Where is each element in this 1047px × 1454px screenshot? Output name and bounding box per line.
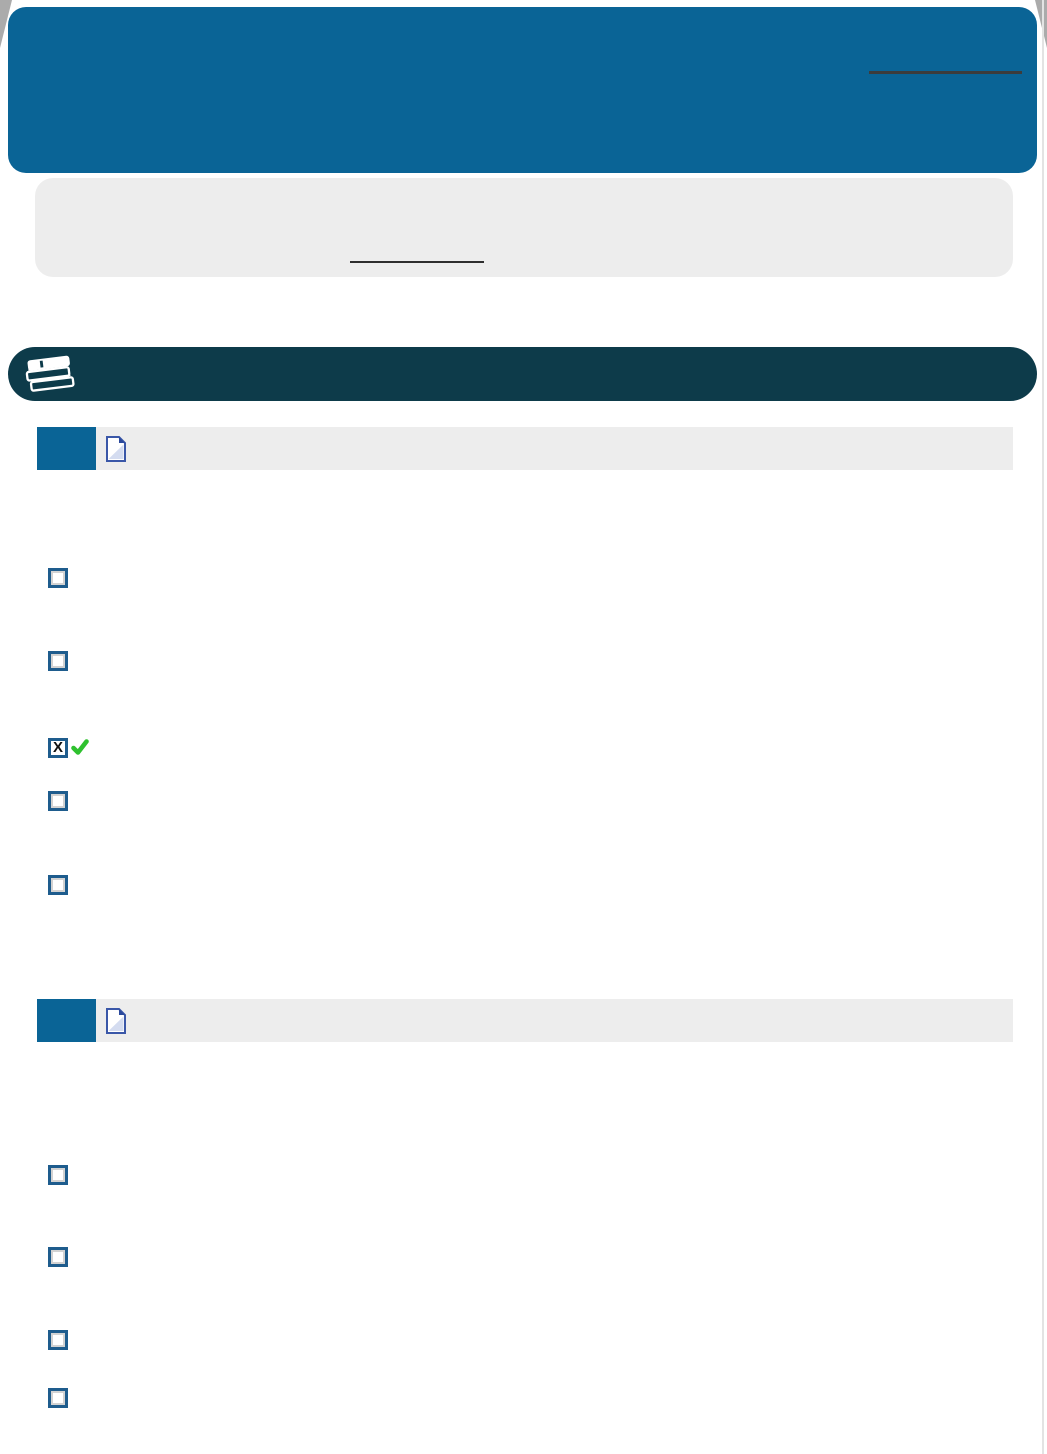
checkbox-s1-item1[interactable]	[48, 568, 68, 588]
checkbox-s2-item2[interactable]	[48, 1247, 68, 1267]
checkbox-s1-item5[interactable]	[48, 875, 68, 895]
checkbox-s1-item4[interactable]	[48, 791, 68, 811]
section-1-number-box	[37, 427, 96, 470]
note-underline-rule	[350, 261, 484, 263]
document-icon	[106, 435, 126, 462]
x-mark: X	[52, 738, 63, 756]
document-icon	[106, 1007, 126, 1034]
note-panel	[35, 178, 1013, 277]
header-banner	[8, 7, 1037, 173]
checkbox-s1-item2[interactable]	[48, 651, 68, 671]
section-divider-bar	[8, 347, 1037, 401]
section-1-header-bar	[96, 427, 1013, 470]
books-stack-icon	[25, 355, 75, 392]
page-corner-shade-right	[1035, 0, 1047, 48]
checkbox-s1-item3[interactable]: X	[48, 738, 68, 758]
banner-underline-rule	[869, 71, 1022, 74]
green-check-icon	[71, 739, 89, 755]
section-2-header-bar	[96, 999, 1013, 1042]
checkbox-s2-item3[interactable]	[48, 1330, 68, 1350]
section-2-number-box	[37, 999, 96, 1042]
checkbox-s2-item4[interactable]	[48, 1388, 68, 1408]
page-edge-line	[1042, 0, 1044, 1454]
checkbox-s2-item1[interactable]	[48, 1165, 68, 1185]
